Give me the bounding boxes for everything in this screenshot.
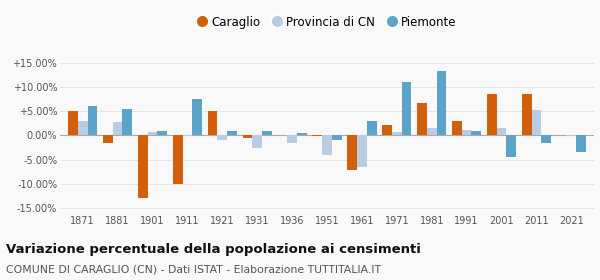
Text: COMUNE DI CARAGLIO (CN) - Dati ISTAT - Elaborazione TUTTITALIA.IT: COMUNE DI CARAGLIO (CN) - Dati ISTAT - E… <box>6 264 381 274</box>
Bar <box>367 121 377 136</box>
Bar <box>103 136 113 143</box>
Bar <box>322 136 332 155</box>
Bar <box>522 94 532 136</box>
Bar <box>242 136 253 138</box>
Bar <box>173 136 182 184</box>
Bar <box>122 109 132 136</box>
Bar <box>217 136 227 140</box>
Bar <box>392 132 401 136</box>
Bar <box>576 136 586 152</box>
Bar <box>452 121 462 136</box>
Bar <box>487 94 497 136</box>
Bar <box>472 130 481 136</box>
Bar <box>437 71 446 136</box>
Text: Variazione percentuale della popolazione ai censimenti: Variazione percentuale della popolazione… <box>6 243 421 256</box>
Bar <box>287 136 297 143</box>
Bar <box>138 136 148 198</box>
Bar <box>157 130 167 136</box>
Bar <box>506 136 516 157</box>
Bar <box>192 99 202 136</box>
Legend: Caraglio, Provincia di CN, Piemonte: Caraglio, Provincia di CN, Piemonte <box>193 11 461 34</box>
Bar <box>417 103 427 136</box>
Bar <box>208 111 217 136</box>
Bar <box>148 132 157 136</box>
Bar <box>68 111 78 136</box>
Bar <box>78 121 88 136</box>
Bar <box>277 135 287 136</box>
Bar <box>332 136 341 140</box>
Bar <box>532 110 541 136</box>
Bar <box>357 136 367 167</box>
Bar <box>88 106 97 136</box>
Bar <box>253 136 262 148</box>
Bar <box>382 125 392 136</box>
Bar <box>462 130 472 136</box>
Bar <box>297 133 307 136</box>
Bar <box>113 122 122 136</box>
Bar <box>227 130 237 136</box>
Bar <box>427 128 437 136</box>
Bar <box>347 136 357 170</box>
Bar <box>497 128 506 136</box>
Bar <box>541 136 551 143</box>
Bar <box>401 82 412 136</box>
Bar <box>262 130 272 136</box>
